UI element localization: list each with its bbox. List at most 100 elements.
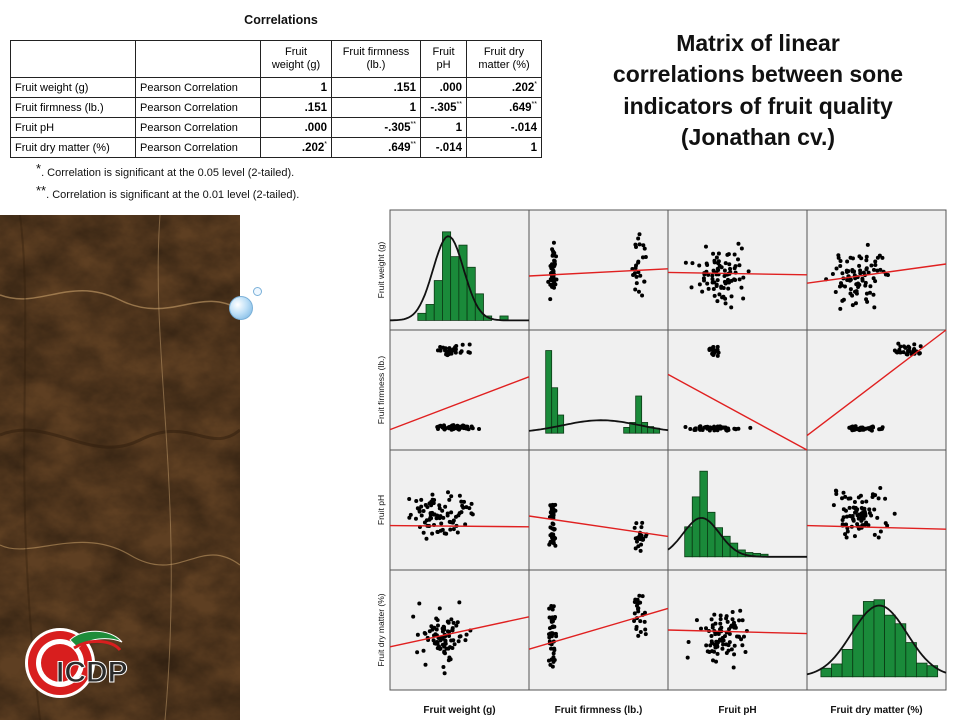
table-cell: -.014 — [466, 117, 542, 138]
scatter-point — [711, 268, 716, 273]
scatter-point — [711, 287, 716, 292]
scatter-point — [727, 280, 732, 285]
scatter-point — [710, 623, 715, 628]
histogram-bar — [425, 304, 435, 321]
table-cell: .649** — [466, 97, 542, 118]
scatter-point — [864, 520, 869, 525]
scatter-point — [636, 633, 641, 638]
scatter-point — [549, 604, 554, 609]
scatter-point — [636, 289, 641, 294]
scatter-point — [718, 621, 723, 626]
correlations-title: Correlations — [244, 13, 318, 27]
scatter-point — [415, 650, 420, 655]
scatter-point — [859, 427, 864, 432]
scatter-point — [421, 509, 426, 514]
scatter-point — [715, 631, 720, 636]
scatter-point — [641, 243, 646, 248]
scatter-point — [643, 632, 648, 637]
scatter-point — [554, 634, 559, 639]
scatter-point — [719, 285, 724, 290]
scatter-point — [748, 425, 753, 430]
scatter-point — [447, 346, 452, 351]
scatter-point — [449, 617, 454, 622]
scatter-point — [463, 522, 468, 527]
scatter-point — [845, 529, 850, 534]
scatter-point — [834, 491, 839, 496]
scatter-point — [712, 428, 717, 433]
scatter-point — [896, 341, 901, 346]
histogram-bar — [474, 293, 484, 321]
scatter-point — [864, 499, 869, 504]
scatter-point — [892, 511, 897, 516]
scatter-point — [741, 296, 746, 301]
scatter-point — [637, 232, 642, 237]
scatter-point — [460, 342, 465, 347]
icdp-logo: ICDP — [25, 628, 128, 698]
scatter-point — [883, 496, 888, 501]
scatter-point — [548, 525, 553, 530]
scatter-point — [683, 425, 688, 430]
scatter-point — [859, 514, 864, 519]
scatter-point — [712, 260, 717, 265]
histogram-bar — [417, 312, 427, 321]
bubble-decoration — [229, 296, 253, 320]
scatter-point — [843, 284, 848, 289]
scatter-point — [442, 531, 447, 536]
histogram-bar — [884, 614, 896, 678]
histogram-bar — [699, 470, 708, 558]
scatter-point — [451, 638, 456, 643]
histogram-bar — [635, 395, 643, 434]
scatter-point — [867, 290, 872, 295]
scatter-point — [730, 617, 735, 622]
scatter-point — [449, 425, 454, 430]
scatter-point — [413, 516, 418, 521]
scatter-point — [455, 620, 460, 625]
row-label: Fruit dry matter (%) — [10, 137, 136, 158]
scatter-point — [549, 646, 554, 651]
scatter-point — [705, 424, 710, 429]
scatter-point — [632, 611, 637, 616]
svg-text:ICDP: ICDP — [56, 656, 128, 689]
scatter-point — [632, 600, 637, 605]
scatter-point — [455, 530, 460, 535]
scatter-point — [441, 515, 446, 520]
scatter-point — [551, 513, 556, 518]
scatter-point — [710, 277, 715, 282]
scatter-point — [432, 512, 437, 517]
scatter-point — [643, 255, 648, 260]
scatter-point — [417, 601, 422, 606]
scatter-point — [432, 497, 437, 502]
scatter-point — [452, 642, 457, 647]
scatter-point — [711, 251, 716, 256]
scatter-point — [716, 268, 721, 273]
scatter-point — [712, 612, 717, 617]
table-row: Fruit weight (g) Pearson Correlation 1 .… — [10, 77, 542, 98]
scatter-point — [685, 655, 690, 660]
scatter-point — [460, 503, 465, 508]
table-cell: .202* — [260, 137, 332, 158]
scatter-point — [449, 510, 454, 515]
scatter-point — [845, 259, 850, 264]
scatter-point — [441, 664, 446, 669]
scatter-point — [880, 255, 885, 260]
scatter-point — [724, 614, 729, 619]
scatter-point — [638, 619, 643, 624]
scatter-point — [430, 492, 435, 497]
scatter-point — [550, 502, 555, 507]
scatter-point — [872, 305, 877, 310]
scatter-point — [453, 350, 458, 355]
scatter-point — [729, 294, 734, 299]
scatter-point — [852, 499, 857, 504]
scatter-point — [637, 242, 642, 247]
scatter-point — [851, 505, 856, 510]
scatter-point — [634, 281, 639, 286]
fit-line — [389, 616, 530, 648]
scatter-point — [732, 652, 737, 657]
scatter-point — [729, 305, 734, 310]
scatter-point — [638, 273, 643, 278]
scatter-point — [546, 279, 551, 284]
scatter-point — [550, 619, 555, 624]
scatter-point — [710, 280, 715, 285]
scatter-point — [437, 606, 442, 611]
y-axis-label: Fruit weight (g) — [376, 241, 386, 298]
